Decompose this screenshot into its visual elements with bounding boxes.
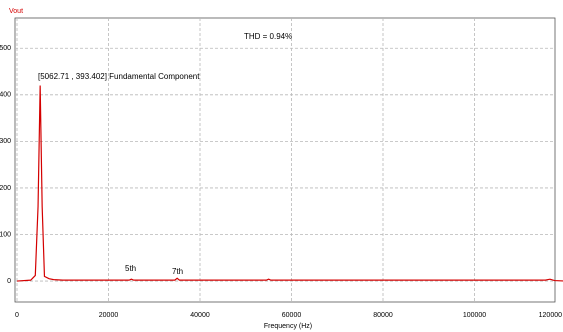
x-tick-label: 20000 <box>99 312 119 319</box>
y-tick-label: 0 <box>7 278 11 285</box>
x-axis-label: Frequency (Hz) <box>264 323 312 330</box>
annotation: THD = 0.94% <box>244 32 292 41</box>
y-tick-label: 200 <box>0 185 11 192</box>
annotation: 5th <box>125 264 136 273</box>
y-tick-label: 400 <box>0 92 11 99</box>
y-tick-label: 100 <box>0 231 11 238</box>
annotation: [5062.71 , 393.402] Fundamental Componen… <box>38 72 200 81</box>
x-tick-label: 100000 <box>463 312 486 319</box>
plot-frame <box>14 17 556 303</box>
x-tick-label: 120000 <box>539 312 562 319</box>
y-tick-label: 500 <box>0 45 11 52</box>
x-tick-label: 40000 <box>190 312 210 319</box>
y-tick-label: 300 <box>0 138 11 145</box>
series-line <box>16 85 563 282</box>
x-tick-label: 0 <box>15 312 19 319</box>
chart-title: Vout <box>9 8 23 15</box>
annotation: 7th <box>172 267 183 276</box>
x-tick-label: 80000 <box>373 312 393 319</box>
x-tick-label: 60000 <box>282 312 302 319</box>
